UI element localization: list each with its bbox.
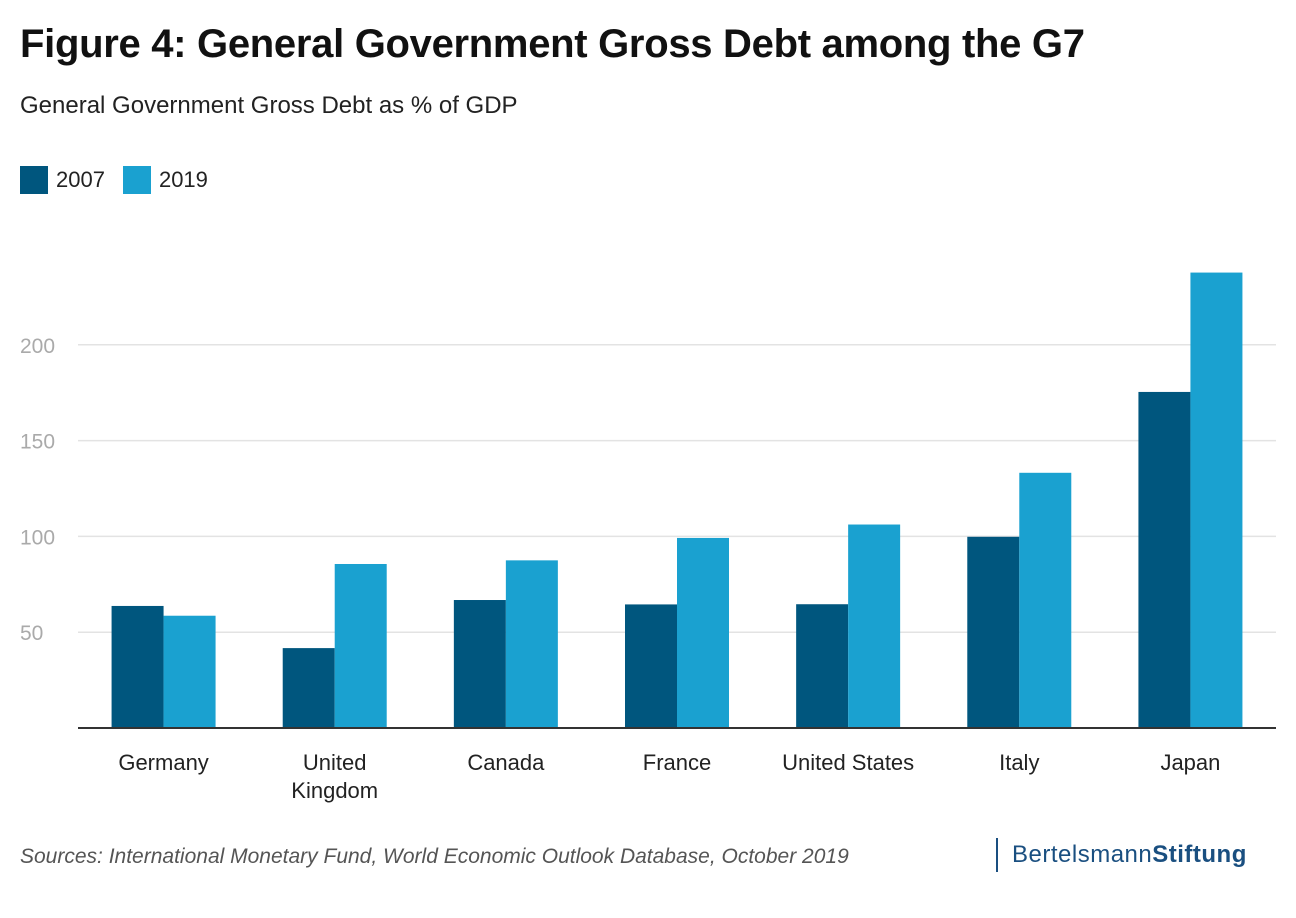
x-tick-label: Germany <box>118 750 208 775</box>
logo-text-bertelsmann: Bertelsmann <box>1012 841 1153 868</box>
bar-2019 <box>677 537 729 728</box>
legend-item-2019: 2019 <box>122 166 208 194</box>
x-tick-label: Kingdom <box>291 778 378 803</box>
y-tick-label: 200 <box>20 335 55 358</box>
y-tick-label: 50 <box>20 622 43 645</box>
legend-swatch-2007 <box>20 166 48 194</box>
logo-text-stiftung: Stiftung <box>1152 841 1247 868</box>
x-tick-label: Canada <box>467 750 545 775</box>
x-tick-label: United <box>303 750 367 775</box>
bar-2007 <box>796 604 849 728</box>
bertelsmann-stiftung-logo: Bertelsmann Stiftung <box>996 838 1247 872</box>
bar-2019 <box>848 524 901 728</box>
x-tick-label: United States <box>782 750 914 775</box>
bar-2007 <box>625 604 677 728</box>
bar-2019 <box>1019 472 1072 728</box>
legend-swatch-2019 <box>122 166 151 194</box>
x-tick-label: France <box>643 750 711 775</box>
legend: 2007 2019 <box>20 166 208 194</box>
x-tick-label: Japan <box>1160 750 1220 775</box>
legend-item-2007: 2007 <box>20 166 105 194</box>
legend-label-2007: 2007 <box>56 167 105 192</box>
bar-2007 <box>1138 391 1191 728</box>
source-note: Sources: International Monetary Fund, Wo… <box>20 845 849 868</box>
bar-2019 <box>334 563 387 728</box>
bar-2019 <box>1190 272 1243 728</box>
x-tick-label: Italy <box>999 750 1039 775</box>
bar-2007 <box>453 600 506 728</box>
chart-subtitle: General Government Gross Debt as % of GD… <box>20 92 518 119</box>
bar-2007 <box>282 648 335 728</box>
y-tick-label: 150 <box>20 431 55 454</box>
bar-2019 <box>163 615 216 728</box>
bar-2019 <box>505 560 558 728</box>
legend-label-2019: 2019 <box>158 167 208 192</box>
bar-2007 <box>967 536 1020 728</box>
bar-2007 <box>111 605 164 728</box>
y-tick-label: 100 <box>20 526 55 549</box>
chart-title: Figure 4: General Government Gross Debt … <box>20 22 1085 66</box>
